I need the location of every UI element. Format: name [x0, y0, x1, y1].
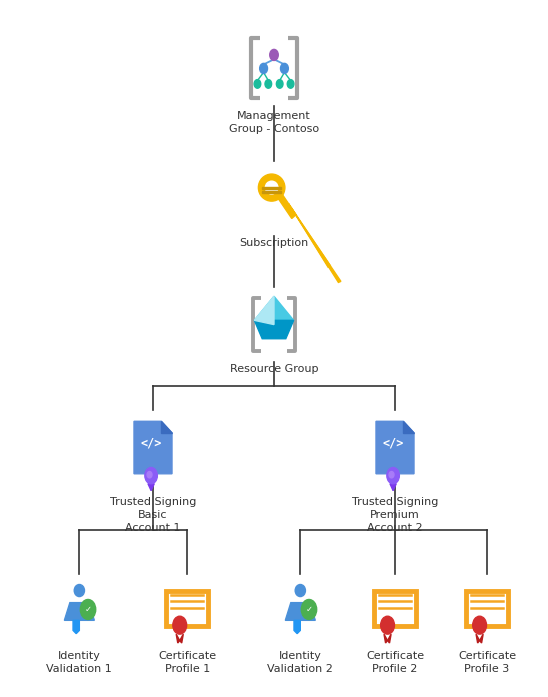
Circle shape — [276, 79, 283, 89]
Polygon shape — [476, 634, 480, 643]
Circle shape — [387, 468, 399, 484]
Circle shape — [389, 471, 394, 478]
FancyBboxPatch shape — [374, 590, 416, 626]
Polygon shape — [176, 634, 180, 643]
Circle shape — [301, 599, 317, 620]
Polygon shape — [286, 603, 315, 620]
Polygon shape — [376, 421, 414, 474]
Circle shape — [265, 79, 272, 89]
Text: ✓: ✓ — [305, 605, 312, 614]
Circle shape — [254, 79, 261, 89]
FancyBboxPatch shape — [466, 590, 508, 626]
Circle shape — [260, 63, 267, 74]
Polygon shape — [387, 634, 391, 643]
Text: Trusted Signing
Premium
Account 2: Trusted Signing Premium Account 2 — [352, 497, 438, 533]
Text: </>: </> — [382, 437, 403, 450]
Polygon shape — [390, 484, 393, 491]
Text: Resource Group: Resource Group — [230, 365, 318, 374]
Text: Management
Group - Contoso: Management Group - Contoso — [229, 111, 319, 134]
Polygon shape — [254, 321, 294, 339]
Ellipse shape — [258, 174, 285, 201]
Text: ✓: ✓ — [84, 605, 92, 614]
Circle shape — [145, 468, 157, 484]
Polygon shape — [134, 421, 172, 474]
Polygon shape — [288, 204, 341, 282]
Polygon shape — [384, 634, 387, 643]
Polygon shape — [294, 620, 300, 634]
Circle shape — [381, 616, 395, 634]
Text: Certificate
Profile 1: Certificate Profile 1 — [158, 651, 216, 674]
Text: Certificate
Profile 2: Certificate Profile 2 — [366, 651, 424, 674]
Polygon shape — [73, 620, 79, 634]
Circle shape — [147, 471, 152, 478]
Polygon shape — [161, 421, 172, 433]
Polygon shape — [151, 484, 154, 491]
Text: Trusted Signing
Basic
Account 1: Trusted Signing Basic Account 1 — [110, 497, 196, 533]
Circle shape — [287, 79, 294, 89]
Circle shape — [270, 49, 278, 61]
Polygon shape — [291, 208, 330, 267]
Polygon shape — [480, 634, 483, 643]
Polygon shape — [254, 296, 294, 325]
Text: Certificate
Profile 3: Certificate Profile 3 — [458, 651, 516, 674]
Circle shape — [173, 616, 187, 634]
Polygon shape — [148, 484, 151, 491]
Polygon shape — [393, 484, 396, 491]
Polygon shape — [64, 603, 94, 620]
Ellipse shape — [74, 585, 84, 597]
Text: Identity
Validation 2: Identity Validation 2 — [267, 651, 333, 674]
Circle shape — [281, 63, 288, 74]
Polygon shape — [262, 191, 281, 193]
Text: Subscription: Subscription — [239, 238, 309, 248]
Polygon shape — [278, 194, 296, 218]
Polygon shape — [403, 421, 414, 433]
Polygon shape — [254, 296, 274, 325]
Polygon shape — [180, 634, 183, 643]
FancyBboxPatch shape — [167, 590, 208, 626]
Circle shape — [473, 616, 487, 634]
Polygon shape — [262, 187, 281, 189]
Text: </>: </> — [140, 437, 162, 450]
Ellipse shape — [265, 181, 278, 194]
Ellipse shape — [295, 585, 305, 597]
Text: Identity
Validation 1: Identity Validation 1 — [47, 651, 112, 674]
Circle shape — [81, 599, 96, 620]
